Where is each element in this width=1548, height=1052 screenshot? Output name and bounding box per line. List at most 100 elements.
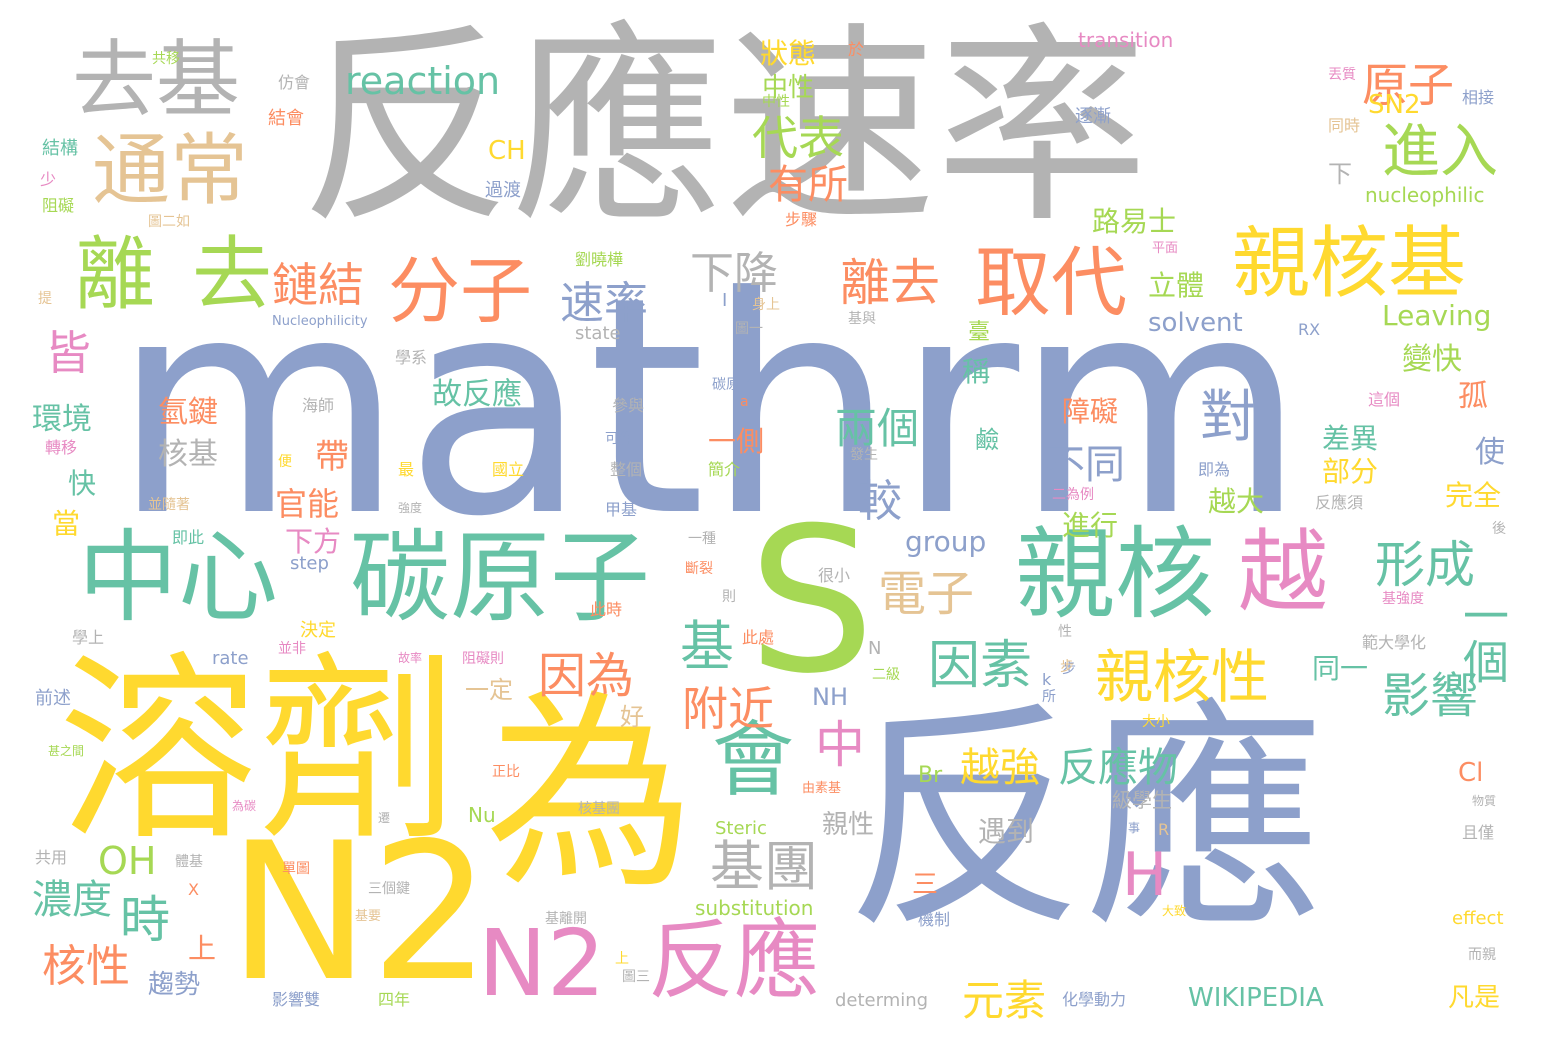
word-hao: 好 (620, 703, 644, 731)
word-nu: Nu (468, 803, 496, 827)
word-r: R (1158, 820, 1170, 839)
word-qushi: 趨勢 (148, 970, 201, 1000)
word-huanjing: 環境 (32, 402, 92, 437)
word-nh: NH (812, 683, 848, 711)
word-gufanying: 故反應 (432, 377, 522, 412)
word-fanying-sulu: 反應速率 (300, 4, 1148, 251)
word-yuanzi: 原子 (1362, 58, 1454, 112)
word-group: group (905, 525, 987, 558)
word-xingcheng: 形成 (1375, 536, 1475, 594)
word-fanying-large: 反應 (845, 680, 1326, 960)
word-sulu: 速率 (560, 278, 648, 329)
word-daxiao: 大小 (1142, 714, 1170, 730)
word-br: Br (918, 763, 943, 788)
word-jiaji: 甲基 (605, 500, 638, 519)
word-determing: determing (835, 990, 929, 1011)
word-zhong: 中 (815, 716, 865, 774)
word-shenzhijian: 甚之間 (48, 744, 85, 758)
word-jianjie: 簡介 (708, 460, 741, 479)
word-n-small: N (868, 638, 882, 659)
word-tongyi: 同一 (1312, 652, 1369, 685)
word-tanyuanzi-small: 碳原子 (712, 377, 754, 393)
word-tuyi: 圖一 (735, 321, 763, 337)
word-zhongxing2: 中性 (762, 94, 790, 110)
word-erweili: 二為例 (1052, 487, 1094, 503)
word-fanying-mid: 反應 (648, 911, 820, 1011)
word-jinxing: 進行 (1062, 509, 1119, 542)
word-n2-large: N2 (228, 802, 492, 1023)
word-jiehui: 結會 (268, 108, 304, 129)
word-ji: 基 (680, 615, 734, 678)
word-mathrm: mathrm (112, 233, 1307, 582)
word-rate: rate (212, 648, 249, 669)
word-kezuo: 可作 (605, 431, 633, 447)
word-rx: RX (1298, 320, 1321, 339)
word-xuexi: 學系 (395, 348, 428, 367)
word-hejituan: 核基團 (578, 801, 620, 817)
word-dazhi: 大致 (1162, 904, 1187, 918)
word-x: X (188, 880, 199, 899)
word-buzhou: 步驟 (785, 210, 818, 229)
word-gongyong: 共用 (35, 848, 68, 867)
word-zhengge: 整個 (610, 460, 643, 479)
word-qinhexing: 親核性 (1095, 643, 1270, 711)
word-rongji: 溶劑 (58, 635, 459, 868)
word-fanshi: 凡是 (1448, 983, 1501, 1013)
word-kuai: 快 (68, 467, 97, 500)
word-yingxiang: 影響 (1382, 668, 1479, 724)
word-sn2: SN2 (1368, 90, 1421, 120)
word-gulu: 故率 (398, 651, 423, 665)
word-xiafang: 下方 (285, 525, 342, 558)
word-zuaize: 阻礙則 (462, 651, 504, 667)
word-zhuangtai: 狀態 (760, 37, 817, 70)
word-jiao: 較 (858, 476, 902, 527)
word-fasheng: 發生 (850, 447, 878, 463)
word-bingsuizhe: 並隨著 (148, 497, 190, 513)
word-zhangai: 障礙 (1062, 395, 1119, 428)
word-shi2: 使 (1475, 435, 1505, 470)
word-state: state (575, 323, 621, 344)
word-tongchang: 通常 (92, 126, 249, 216)
word-chayi: 差異 (1322, 422, 1379, 455)
word-cishi: 此時 (590, 600, 623, 619)
word-sinian: 四年 (378, 990, 411, 1009)
word-shenshang: 身上 (752, 297, 780, 313)
word-lianjie: 鏈結 (272, 258, 364, 312)
word-luyishi: 路易士 (1092, 205, 1177, 238)
word-fandaxuehua: 範大學化 (1362, 633, 1427, 652)
word-qianshu: 前述 (35, 688, 71, 709)
word-zhege: 這個 (1368, 390, 1401, 409)
word-nucleophilic: nucleophilic (1365, 183, 1485, 207)
word-yueqiang: 越強 (960, 745, 1040, 791)
word-fujin: 附近 (682, 682, 774, 736)
word-li: 離 (75, 228, 155, 321)
word-zhuanyi: 轉移 (45, 438, 78, 457)
word-hou: 後 (1492, 521, 1506, 537)
word-xueshang: 學上 (72, 628, 105, 647)
word-xiangjie: 相接 (1462, 88, 1495, 107)
word-qiejin: 且僅 (1462, 823, 1495, 842)
word-cl: Cl (1458, 758, 1484, 788)
word-jiyu: 基與 (848, 311, 876, 327)
word-yice: 一側 (708, 425, 765, 458)
word-ze: 則 (722, 589, 736, 605)
word-tuerru: 圖二如 (148, 214, 190, 230)
word-yizhong: 一種 (688, 531, 716, 547)
word-qiangdu: 強度 (398, 501, 423, 515)
word-nongdu: 濃度 (32, 877, 112, 923)
word-yuansu: 元素 (962, 976, 1047, 1025)
word-shang: 上 (188, 932, 217, 965)
word-yue: 越 (1238, 520, 1328, 625)
word-qian: 遷 (378, 811, 391, 825)
word-dai: 帶 (315, 437, 349, 477)
word-fenzi: 分子 (388, 249, 533, 333)
word-quji: 去基 (72, 31, 241, 129)
word-henxiao: 很小 (818, 566, 851, 585)
word-shi: 時 (120, 891, 170, 949)
word-fanyingwu: 反應物 (1058, 745, 1178, 791)
word-zui: 最 (398, 460, 415, 479)
word-wikipedia: WIKIPEDIA (1188, 983, 1324, 1013)
word-n2-mid: N2 (478, 910, 606, 1017)
word-steric: Steric (715, 818, 767, 839)
